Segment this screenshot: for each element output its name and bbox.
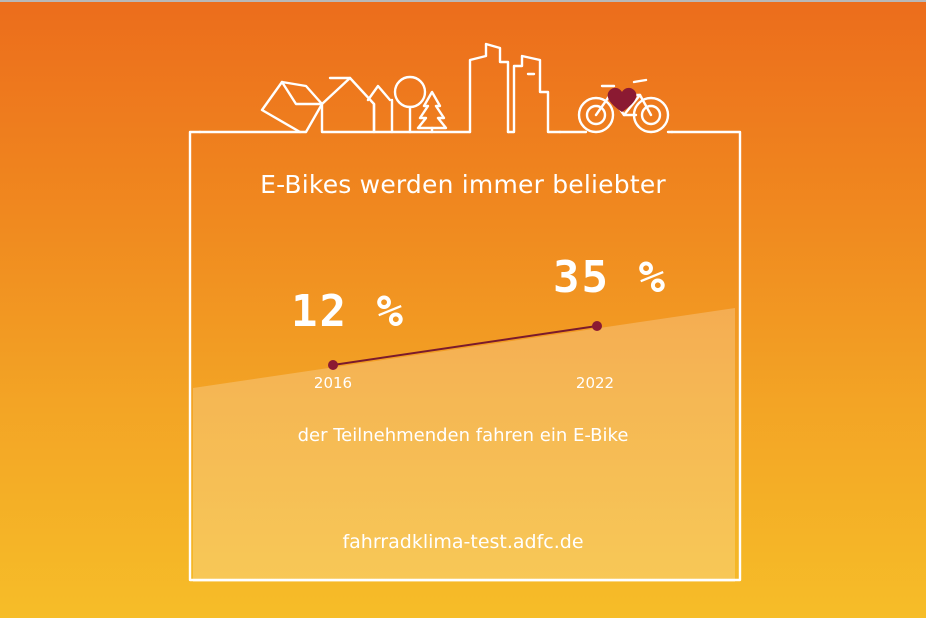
heart-icon <box>607 87 637 112</box>
area-wedge <box>193 308 735 582</box>
chart-title: E-Bikes werden immer beliebter <box>260 170 666 199</box>
bicycle-icon <box>577 96 615 134</box>
series-line <box>332 325 598 366</box>
data-point-2022 <box>592 321 602 331</box>
data-point-2016 <box>328 360 338 370</box>
x-tick-label-2016: 2016 <box>313 374 353 392</box>
x-tick-label-2022: 2022 <box>575 374 615 392</box>
value-label-2022: 35 % <box>553 252 667 303</box>
footer-url-link[interactable]: fahrradklima-test.adfc.de <box>342 531 584 553</box>
caption: der Teilnehmenden fahren ein E-Bike <box>297 425 629 446</box>
value-label-2016: 12 % <box>291 286 405 337</box>
